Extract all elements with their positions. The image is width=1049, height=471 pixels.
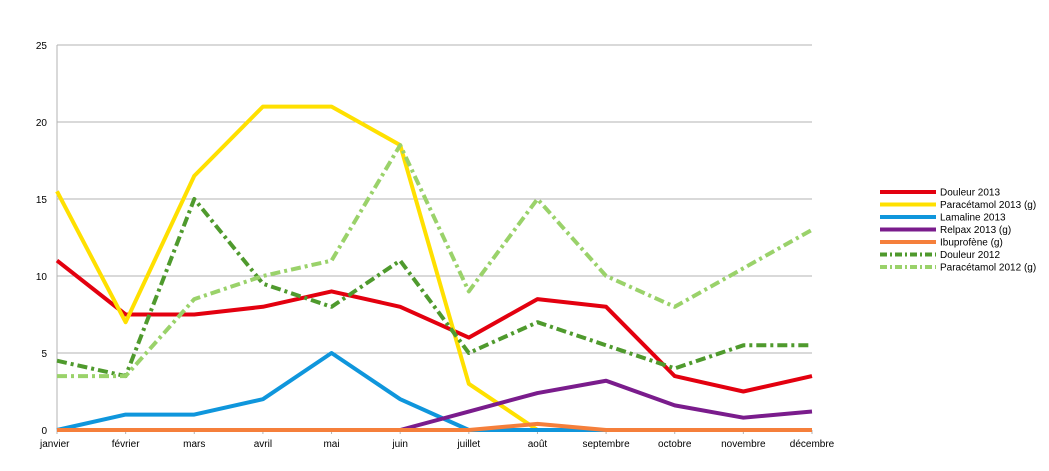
series-line-7 xyxy=(57,143,813,379)
y-tick-label: 20 xyxy=(36,118,48,129)
x-axis-ticks: janvier février mars avril mai juin juillet aoû… xyxy=(39,430,835,450)
legend-label: Ibuprofène (g) xyxy=(940,238,1003,249)
x-tick-label: février xyxy=(112,439,140,450)
x-tick-label: avril xyxy=(254,439,272,450)
legend-label: Relpax 2013 (g) xyxy=(940,225,1011,236)
series-line-4 xyxy=(57,378,813,432)
series-line-3 xyxy=(56,351,812,432)
legend-label: Lamaline 2013 xyxy=(940,213,1006,224)
x-tick-label: janvier xyxy=(39,439,70,450)
x-tick-label: novembre xyxy=(721,439,766,450)
y-tick-label: 15 xyxy=(36,195,48,206)
legend-label: Douleur 2012 xyxy=(940,250,1000,261)
grid-lines xyxy=(57,44,812,431)
x-tick-label: mai xyxy=(323,439,339,450)
legend-label: Paracétamol 2012 (g) xyxy=(940,263,1036,274)
x-tick-label: septembre xyxy=(582,439,630,450)
x-tick-label: juin xyxy=(391,439,408,450)
legend-label: Paracétamol 2013 (g) xyxy=(940,200,1036,211)
x-tick-label: décembre xyxy=(790,439,835,450)
y-tick-label: 25 xyxy=(36,41,48,52)
y-tick-label: 5 xyxy=(41,349,47,360)
x-tick-label: octobre xyxy=(658,439,692,450)
series-line-5 xyxy=(57,421,812,432)
series-line-6 xyxy=(56,197,812,379)
y-tick-label: 10 xyxy=(36,272,48,283)
x-tick-label: juillet xyxy=(456,439,480,450)
legend-label: Douleur 2013 xyxy=(940,188,1000,199)
x-tick-label: août xyxy=(528,439,548,450)
y-axis-ticks: 0 5 10 15 20 25 xyxy=(36,41,48,437)
x-tick-label: mars xyxy=(183,439,205,450)
series-lines xyxy=(55,104,813,432)
y-tick-label: 0 xyxy=(41,426,47,437)
axes xyxy=(56,45,812,431)
